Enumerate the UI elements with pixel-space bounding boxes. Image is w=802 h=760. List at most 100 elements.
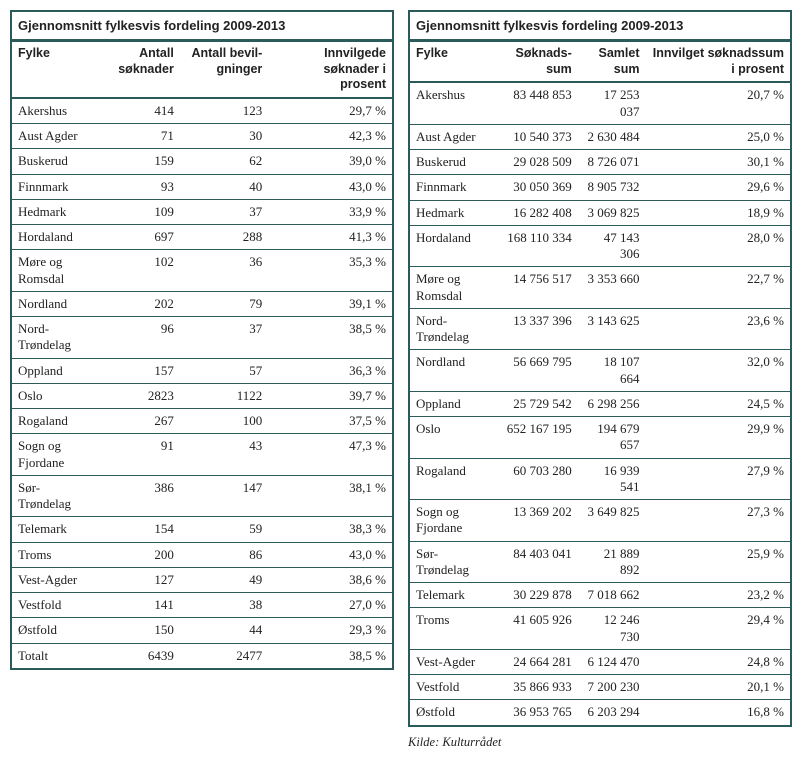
row-value: 168 110 334 <box>497 225 578 267</box>
row-value: 22,7 % <box>646 267 792 309</box>
table-row: Aust Agder10 540 3732 630 48425,0 % <box>409 124 791 149</box>
row-value: 96 <box>96 317 180 359</box>
row-value: 10 540 373 <box>497 124 578 149</box>
row-value: 386 <box>96 475 180 517</box>
row-value: 147 <box>180 475 268 517</box>
row-label: Aust Agder <box>409 124 497 149</box>
row-label: Akershus <box>11 98 96 124</box>
table-row: Nord-Trøndelag13 337 3963 143 62523,6 % <box>409 308 791 350</box>
source-text: Kilde: Kulturrådet <box>408 735 792 750</box>
row-value: 56 669 795 <box>497 350 578 392</box>
row-value: 47 143 306 <box>578 225 646 267</box>
row-value: 154 <box>96 517 180 542</box>
table-row: Vestfold35 866 9337 200 23020,1 % <box>409 675 791 700</box>
row-value: 8 905 732 <box>578 175 646 200</box>
left-col-2: Antall bevil-gninger <box>180 41 268 98</box>
row-value: 414 <box>96 98 180 124</box>
row-value: 16 939 541 <box>578 458 646 500</box>
row-label: Møre og Romsdal <box>11 250 96 292</box>
row-value: 6 203 294 <box>578 700 646 726</box>
tables-wrap: Gjennomsnitt fylkesvis fordeling 2009-20… <box>10 10 792 750</box>
row-value: 18 107 664 <box>578 350 646 392</box>
row-value: 40 <box>180 174 268 199</box>
row-value: 28,0 % <box>646 225 792 267</box>
row-value: 29 028 509 <box>497 150 578 175</box>
row-label: Troms <box>11 542 96 567</box>
row-value: 62 <box>180 149 268 174</box>
row-value: 29,4 % <box>646 608 792 650</box>
row-label: Hordaland <box>11 225 96 250</box>
row-value: 7 200 230 <box>578 675 646 700</box>
row-value: 43,0 % <box>268 174 393 199</box>
left-table-title: Gjennomsnitt fylkesvis fordeling 2009-20… <box>10 10 394 40</box>
row-label: Troms <box>409 608 497 650</box>
row-value: 37 <box>180 317 268 359</box>
row-value: 159 <box>96 149 180 174</box>
row-value: 2 630 484 <box>578 124 646 149</box>
row-label: Aust Agder <box>11 124 96 149</box>
table-row: Hedmark16 282 4083 069 82518,9 % <box>409 200 791 225</box>
row-label: Sør-Trøndelag <box>11 475 96 517</box>
right-header-row: Fylke Søknads-sum Samlet sum Innvilget s… <box>409 41 791 82</box>
row-value: 30,1 % <box>646 150 792 175</box>
row-value: 44 <box>180 618 268 643</box>
row-value: 8 726 071 <box>578 150 646 175</box>
row-value: 7 018 662 <box>578 583 646 608</box>
row-label: Oppland <box>11 358 96 383</box>
row-label: Østfold <box>409 700 497 726</box>
row-value: 20,1 % <box>646 675 792 700</box>
table-row: Aust Agder713042,3 % <box>11 124 393 149</box>
row-value: 109 <box>96 199 180 224</box>
row-value: 127 <box>96 567 180 592</box>
row-value: 12 246 730 <box>578 608 646 650</box>
row-value: 35 866 933 <box>497 675 578 700</box>
row-value: 30 <box>180 124 268 149</box>
row-label: Hedmark <box>11 199 96 224</box>
table-row: Sogn og Fjordane914347,3 % <box>11 434 393 476</box>
row-value: 24,8 % <box>646 649 792 674</box>
row-value: 2823 <box>96 383 180 408</box>
table-row: Totalt6439247738,5 % <box>11 643 393 669</box>
row-value: 17 253 037 <box>578 82 646 124</box>
row-label: Vest-Agder <box>11 567 96 592</box>
row-value: 14 756 517 <box>497 267 578 309</box>
row-label: Vestfold <box>11 593 96 618</box>
left-header-row: Fylke Antall søknader Antall bevil-gning… <box>11 41 393 98</box>
left-table: Gjennomsnitt fylkesvis fordeling 2009-20… <box>10 10 394 670</box>
table-row: Vest-Agder24 664 2816 124 47024,8 % <box>409 649 791 674</box>
row-value: 16 282 408 <box>497 200 578 225</box>
table-row: Oslo652 167 195194 679 65729,9 % <box>409 417 791 459</box>
row-value: 267 <box>96 409 180 434</box>
row-value: 697 <box>96 225 180 250</box>
row-value: 79 <box>180 291 268 316</box>
row-label: Finnmark <box>409 175 497 200</box>
row-value: 3 143 625 <box>578 308 646 350</box>
right-table-title: Gjennomsnitt fylkesvis fordeling 2009-20… <box>408 10 792 40</box>
row-label: Rogaland <box>11 409 96 434</box>
row-value: 6 298 256 <box>578 391 646 416</box>
row-value: 13 369 202 <box>497 500 578 542</box>
row-value: 25 729 542 <box>497 391 578 416</box>
row-label: Østfold <box>11 618 96 643</box>
row-value: 25,9 % <box>646 541 792 583</box>
row-value: 6439 <box>96 643 180 669</box>
row-value: 43,0 % <box>268 542 393 567</box>
row-label: Buskerud <box>11 149 96 174</box>
row-value: 3 069 825 <box>578 200 646 225</box>
row-value: 200 <box>96 542 180 567</box>
row-value: 30 229 878 <box>497 583 578 608</box>
right-col-3: Innvilget søknadssum i prosent <box>646 41 792 82</box>
row-value: 27,3 % <box>646 500 792 542</box>
table-row: Oslo2823112239,7 % <box>11 383 393 408</box>
table-row: Hedmark1093733,9 % <box>11 199 393 224</box>
table-row: Buskerud29 028 5098 726 07130,1 % <box>409 150 791 175</box>
row-value: 27,9 % <box>646 458 792 500</box>
row-value: 16,8 % <box>646 700 792 726</box>
row-value: 39,1 % <box>268 291 393 316</box>
left-col-0: Fylke <box>11 41 96 98</box>
row-value: 102 <box>96 250 180 292</box>
table-row: Akershus83 448 85317 253 03720,7 % <box>409 82 791 124</box>
table-row: Hordaland69728841,3 % <box>11 225 393 250</box>
row-value: 57 <box>180 358 268 383</box>
row-value: 288 <box>180 225 268 250</box>
